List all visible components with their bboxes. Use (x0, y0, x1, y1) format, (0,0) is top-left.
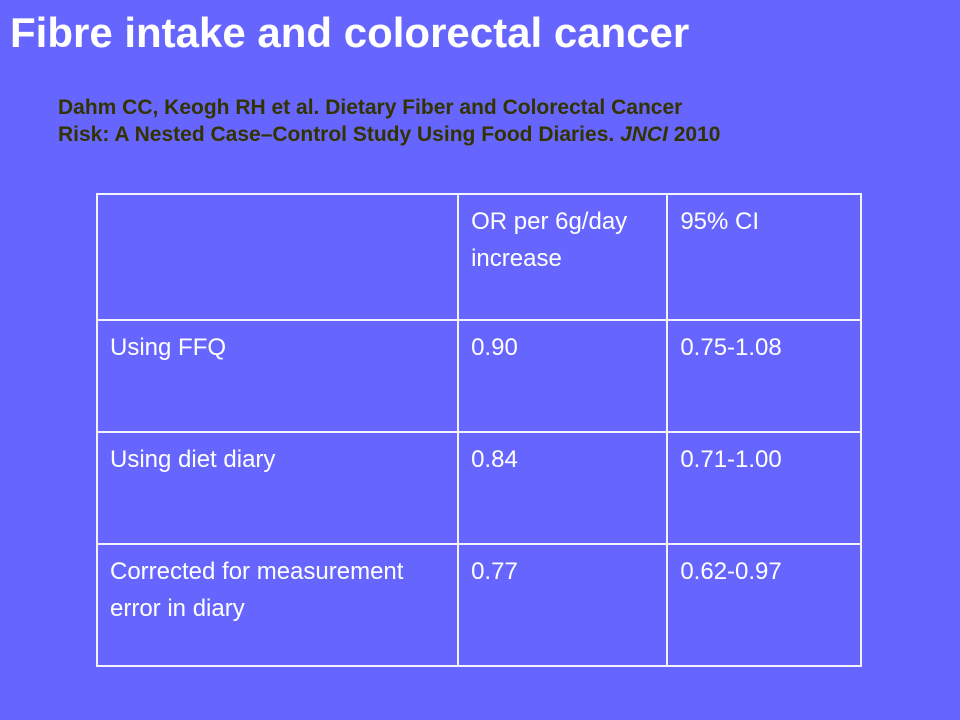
row-ci-value: 0.75-1.08 (666, 319, 862, 433)
row-or-value: 0.77 (457, 543, 669, 667)
citation-year: 2010 (667, 123, 721, 147)
row-ci-value: 0.71-1.00 (666, 431, 862, 545)
row-label: Using diet diary (95, 431, 460, 545)
results-table: OR per 6g/day increase 95% CI Using FFQ … (95, 193, 862, 667)
citation: Dahm CC, Keogh RH et al. Dietary Fiber a… (58, 94, 938, 149)
citation-line-1: Dahm CC, Keogh RH et al. Dietary Fiber a… (58, 96, 683, 119)
table-row: Using diet diary 0.84 0.71-1.00 (95, 431, 862, 545)
row-label: Using FFQ (95, 319, 460, 433)
citation-line-2: Risk: A Nested Case–Control Study Using … (58, 121, 938, 148)
row-ci-value: 0.62-0.97 (666, 543, 862, 667)
row-or-value: 0.84 (457, 431, 669, 545)
slide-title: Fibre intake and colorectal cancer (10, 9, 690, 56)
header-cell-ci: 95% CI (666, 193, 862, 321)
table-row: Corrected for measurement error in diary… (95, 543, 862, 667)
header-cell-or: OR per 6g/day increase (457, 193, 669, 321)
table-row: Using FFQ 0.90 0.75-1.08 (95, 319, 862, 433)
citation-line-2-text: Risk: A Nested Case–Control Study Using … (58, 123, 621, 147)
table-header-row: OR per 6g/day increase 95% CI (95, 193, 862, 321)
citation-journal: JNCI (620, 123, 668, 147)
row-label: Corrected for measurement error in diary (95, 543, 460, 667)
header-cell-empty (95, 193, 460, 321)
row-or-value: 0.90 (457, 319, 669, 433)
